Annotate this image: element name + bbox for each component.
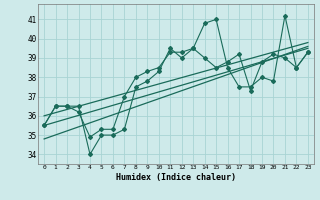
X-axis label: Humidex (Indice chaleur): Humidex (Indice chaleur)	[116, 173, 236, 182]
